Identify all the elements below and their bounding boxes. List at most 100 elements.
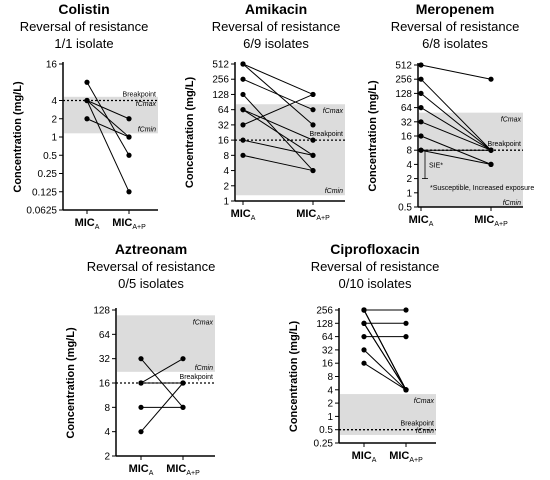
chart-title: Aztreonam bbox=[115, 241, 187, 257]
data-point-mic-a bbox=[418, 119, 424, 125]
chart-summary: 6/9 isolates bbox=[243, 36, 309, 51]
x-tick-label: MICA bbox=[409, 214, 434, 228]
x-tick-label: MICA+P bbox=[296, 208, 330, 222]
band-label-fcmin: fCmin bbox=[195, 365, 213, 372]
y-tick-label: 256 bbox=[395, 75, 412, 86]
data-point-mic-ap bbox=[180, 380, 186, 386]
y-axis-label: Concentration (mg/L) bbox=[184, 77, 196, 189]
band-label-fcmin: fCmin bbox=[325, 188, 343, 195]
isolate-line bbox=[242, 154, 314, 172]
isolate-line bbox=[420, 149, 492, 165]
y-tick-label: 32 bbox=[99, 354, 111, 365]
data-point-mic-a bbox=[240, 61, 246, 67]
y-tick-label: 2 bbox=[327, 399, 333, 410]
data-point-mic-a bbox=[418, 147, 424, 153]
chart-subtitle: Reversal of resistance bbox=[391, 19, 520, 34]
y-axis-label: Concentration (mg/L) bbox=[288, 321, 300, 433]
y-tick-label: 0.5 bbox=[43, 151, 57, 162]
y-tick-label: 16 bbox=[218, 136, 230, 147]
data-point-mic-a bbox=[240, 137, 246, 143]
y-tick-label: 8 bbox=[104, 403, 110, 414]
data-point-mic-a bbox=[84, 97, 90, 104]
isolate-line bbox=[86, 118, 130, 138]
x-tick-label: MICA bbox=[352, 450, 377, 464]
data-point-mic-a bbox=[240, 107, 246, 113]
data-point-mic-a bbox=[84, 116, 90, 122]
y-tick-label: 8 bbox=[327, 372, 333, 383]
data-point-mic-a bbox=[361, 320, 367, 326]
isolate-line bbox=[86, 100, 130, 192]
breakpoint-label: Breakpoint bbox=[180, 374, 214, 381]
isolate-line bbox=[86, 100, 130, 120]
sie-label: SIE* bbox=[429, 162, 443, 169]
isolate-line bbox=[86, 100, 130, 138]
chart-summary: 1/1 isolate bbox=[54, 36, 113, 51]
band-label-fcmax: fCmax bbox=[501, 117, 522, 124]
isolate-line bbox=[420, 121, 492, 151]
y-tick-label: 1 bbox=[51, 133, 57, 144]
y-tick-label: 2 bbox=[51, 114, 57, 125]
breakpoint-label: Breakpoint bbox=[488, 141, 522, 148]
isolate-line bbox=[242, 63, 314, 95]
breakpoint-label: Breakpoint bbox=[310, 131, 344, 138]
data-point-mic-a bbox=[240, 91, 246, 98]
x-tick-label: MICA bbox=[231, 208, 256, 222]
y-tick-label: 4 bbox=[51, 96, 57, 107]
data-point-mic-ap bbox=[310, 91, 316, 98]
y-tick-label: 4 bbox=[104, 427, 110, 438]
data-point-mic-ap bbox=[310, 107, 316, 113]
chart-summary: 6/8 isolates bbox=[422, 36, 488, 51]
data-point-mic-ap bbox=[403, 307, 409, 313]
y-axis-label: Concentration (mg/L) bbox=[65, 327, 77, 439]
x-tick-label: MICA+P bbox=[389, 450, 423, 464]
y-tick-label: 128 bbox=[316, 319, 333, 330]
isolate-line bbox=[242, 78, 314, 111]
data-point-mic-a bbox=[361, 347, 367, 353]
y-tick-label: 16 bbox=[322, 359, 334, 370]
chart-title: Amikacin bbox=[245, 1, 307, 17]
y-tick-label: 64 bbox=[218, 105, 230, 116]
y-tick-label: 64 bbox=[99, 330, 111, 341]
isolate-line bbox=[242, 109, 314, 156]
y-tick-label: 2 bbox=[406, 174, 412, 185]
y-tick-label: 512 bbox=[395, 61, 412, 72]
data-point-mic-ap bbox=[126, 189, 132, 195]
y-tick-label: 0.25 bbox=[314, 439, 334, 450]
data-point-mic-ap bbox=[310, 122, 316, 128]
data-point-mic-a bbox=[138, 404, 144, 410]
isolate-line bbox=[420, 64, 492, 80]
y-tick-label: 512 bbox=[212, 60, 229, 71]
isolate-line bbox=[420, 78, 492, 151]
y-tick-label: 64 bbox=[322, 332, 334, 343]
data-point-mic-a bbox=[418, 90, 424, 96]
y-tick-label: 0.0625 bbox=[26, 206, 57, 217]
data-point-mic-a bbox=[361, 360, 367, 366]
y-tick-label: 1 bbox=[223, 197, 229, 208]
data-point-mic-a bbox=[240, 122, 246, 128]
data-point-mic-ap bbox=[180, 356, 186, 362]
band-label-fcmin: fCmin bbox=[138, 126, 156, 133]
y-tick-label: 128 bbox=[212, 90, 229, 101]
y-tick-label: 32 bbox=[322, 345, 334, 356]
chart-panel-ciprofloxacin: Ciprofloxacin Reversal of resistance 0/10 … bbox=[288, 241, 439, 464]
concentration-band bbox=[117, 315, 215, 372]
band-label-fcmax: fCmax bbox=[136, 101, 157, 108]
chart-subtitle: Reversal of resistance bbox=[20, 19, 149, 34]
y-tick-label: 64 bbox=[401, 103, 413, 114]
chart-panel-aztreonam: Aztreonam Reversal of resistance 0/5 isola… bbox=[65, 241, 215, 477]
isolate-line bbox=[420, 107, 492, 151]
data-point-mic-a bbox=[240, 76, 246, 82]
chart-subtitle: Reversal of resistance bbox=[311, 259, 440, 274]
x-tick-label: MICA+P bbox=[474, 214, 508, 228]
data-point-mic-ap bbox=[310, 137, 316, 143]
data-point-mic-ap bbox=[488, 76, 494, 82]
breakpoint-label: Breakpoint bbox=[401, 421, 435, 428]
data-point-mic-a bbox=[361, 307, 367, 313]
chart-title: Colistin bbox=[58, 1, 109, 17]
y-tick-label: 0.125 bbox=[32, 187, 57, 198]
chart-title: Ciprofloxacin bbox=[330, 241, 419, 257]
chart-panel-colistin: Colistin Reversal of resistance 1/1 isolat… bbox=[12, 1, 158, 231]
chart-subtitle: Reversal of resistance bbox=[212, 19, 341, 34]
chart-panel-meropenem: Meropenem Reversal of resistance 6/8 isola… bbox=[367, 1, 534, 228]
isolate-line bbox=[363, 323, 407, 391]
